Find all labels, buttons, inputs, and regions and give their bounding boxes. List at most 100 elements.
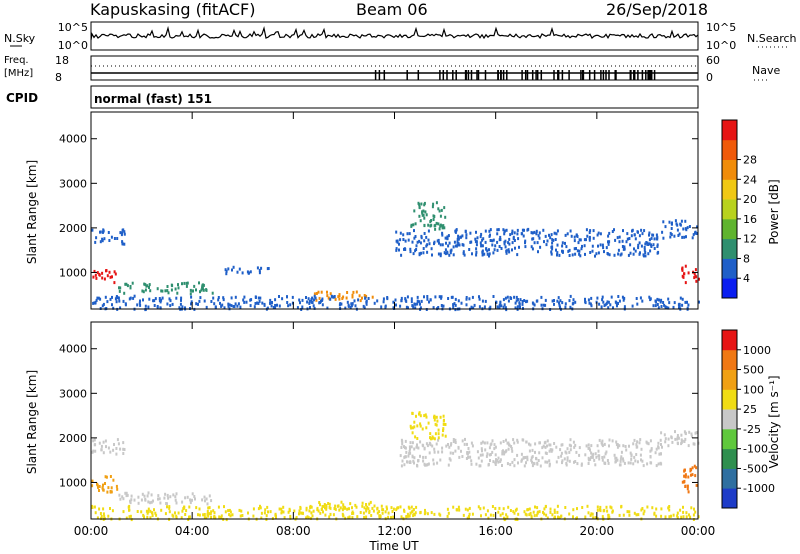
echo-cell [588,238,591,242]
echo-cell [158,497,161,501]
echo-cell [590,451,593,455]
echo-cell [296,306,299,310]
echo-cell [419,219,422,223]
echo-cell [526,455,529,459]
echo-cell [678,306,680,310]
echo-cell [174,498,177,502]
echo-cell [276,303,278,307]
echo-cell [432,202,435,206]
echo-cell [565,463,568,467]
echo-cell [408,445,411,449]
echo-cell [399,304,402,308]
echo-cell [570,444,572,448]
echo-cell [633,511,636,515]
echo-cell [693,276,696,280]
echo-cell [169,304,172,308]
echo-cell [646,242,649,246]
echo-cell [595,455,598,459]
echo-cell [420,202,423,206]
echo-cell [418,239,421,243]
echo-cell [201,498,204,502]
echo-cell [96,516,99,520]
echo-cell [660,298,663,302]
echo-cell [289,514,292,518]
echo-cell [217,298,220,302]
echo-cell [561,249,563,253]
echo-cell [654,299,657,303]
echo-cell [465,233,468,237]
echo-cell [136,510,139,513]
echo-cell [499,513,502,517]
echo-cell [225,272,228,276]
echo-cell [618,463,621,467]
echo-cell [685,235,687,239]
echo-cell [344,516,347,520]
echo-cell [102,451,105,455]
echo-cell [503,303,506,307]
echo-cell [459,235,462,239]
echo-cell [395,303,397,307]
echo-cell [203,516,206,520]
echo-cell [111,303,113,307]
echo-cell [341,508,344,512]
echo-cell [486,452,489,456]
echo-cell [480,441,483,445]
colorbar-tick-label: 20 [743,193,757,206]
echo-cell [121,241,124,245]
echo-cell [488,446,491,450]
echo-cell [576,249,579,253]
echo-cell [406,512,409,516]
echo-cell [638,241,641,245]
echo-cell [458,508,461,512]
echo-cell [153,304,156,307]
echo-cell [655,233,658,237]
echo-cell [405,305,408,309]
echo-cell [400,446,403,449]
echo-cell [675,222,678,226]
echo-cell [570,234,573,238]
echo-cell [149,516,152,520]
echo-cell [148,283,151,287]
echo-cell [149,509,152,513]
echo-cell [555,248,557,252]
echo-cell [217,296,220,299]
echo-cell [588,236,591,240]
echo-cell [269,298,272,302]
echo-cell [615,440,618,444]
nave-tick-bottom: 0 [706,71,713,84]
echo-cell [210,510,213,514]
echo-cell [351,516,354,520]
echo-cell [462,250,465,254]
velocity-echo-cells [91,411,700,522]
echo-cell [440,296,443,300]
echo-cell [556,229,559,233]
echo-cell [585,444,588,448]
echo-cell [220,515,223,519]
echo-cell [521,302,524,306]
power-colorbar-label: Power [dB] [767,179,781,244]
echo-cell [416,302,419,306]
echo-cell [177,283,179,287]
echo-cell [441,226,444,230]
echo-cell [613,253,616,257]
echo-cell [482,506,485,510]
x-tick-label: 00:00 [681,524,716,538]
echo-cell [115,452,118,456]
echo-cell [688,430,691,434]
echo-cell [543,512,546,516]
echo-cell [125,516,128,520]
echo-cell [532,510,535,514]
echo-cell [403,455,406,459]
echo-cell [568,459,571,463]
echo-cell [530,245,533,249]
echo-cell [546,239,549,243]
echo-cell [257,302,260,305]
echo-cell [110,235,113,239]
echo-cell [141,289,144,293]
cpid-mode-text: normal (fast) 151 [94,92,212,106]
echo-cell [418,203,421,207]
echo-cell [522,234,525,238]
echo-cell [684,264,687,268]
echo-cell [617,252,620,256]
echo-cell [317,509,320,513]
